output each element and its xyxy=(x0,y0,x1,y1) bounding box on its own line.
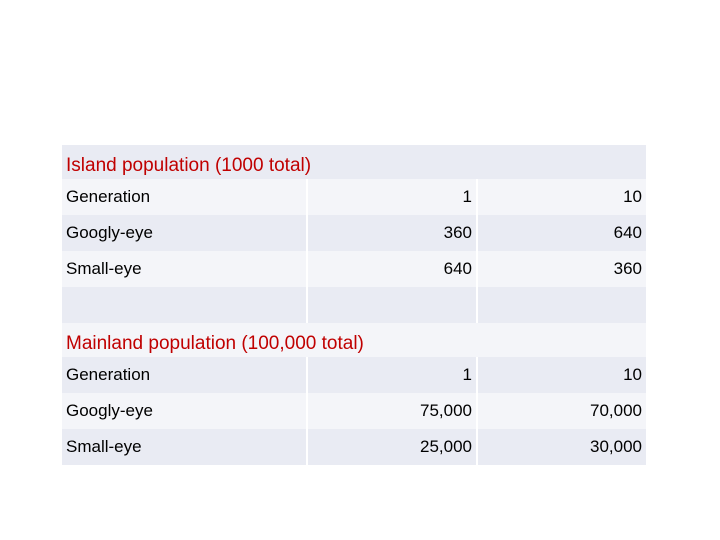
mainland-row-label: Googly-eye xyxy=(62,393,306,429)
mainland-header-col2: 10 xyxy=(476,357,646,393)
island-row-col1: 360 xyxy=(306,215,476,251)
spacer-cell xyxy=(62,287,306,323)
mainland-title: Mainland population (100,000 total) xyxy=(62,323,646,357)
island-row-col1: 640 xyxy=(306,251,476,287)
island-header-label: Generation xyxy=(62,179,306,215)
island-header-col2: 10 xyxy=(476,179,646,215)
spacer-cell xyxy=(476,287,646,323)
island-row-label: Googly-eye xyxy=(62,215,306,251)
island-row-label: Small-eye xyxy=(62,251,306,287)
island-row-col2: 360 xyxy=(476,251,646,287)
mainland-row-col2: 30,000 xyxy=(476,429,646,465)
spacer-cell xyxy=(306,287,476,323)
mainland-header-col1: 1 xyxy=(306,357,476,393)
mainland-header-label: Generation xyxy=(62,357,306,393)
mainland-row-label: Small-eye xyxy=(62,429,306,465)
island-row-col2: 640 xyxy=(476,215,646,251)
island-header-col1: 1 xyxy=(306,179,476,215)
mainland-row-col2: 70,000 xyxy=(476,393,646,429)
island-title: Island population (1000 total) xyxy=(62,145,646,179)
mainland-row-col1: 75,000 xyxy=(306,393,476,429)
population-table: Island population (1000 total) Generatio… xyxy=(62,145,646,465)
mainland-row-col1: 25,000 xyxy=(306,429,476,465)
